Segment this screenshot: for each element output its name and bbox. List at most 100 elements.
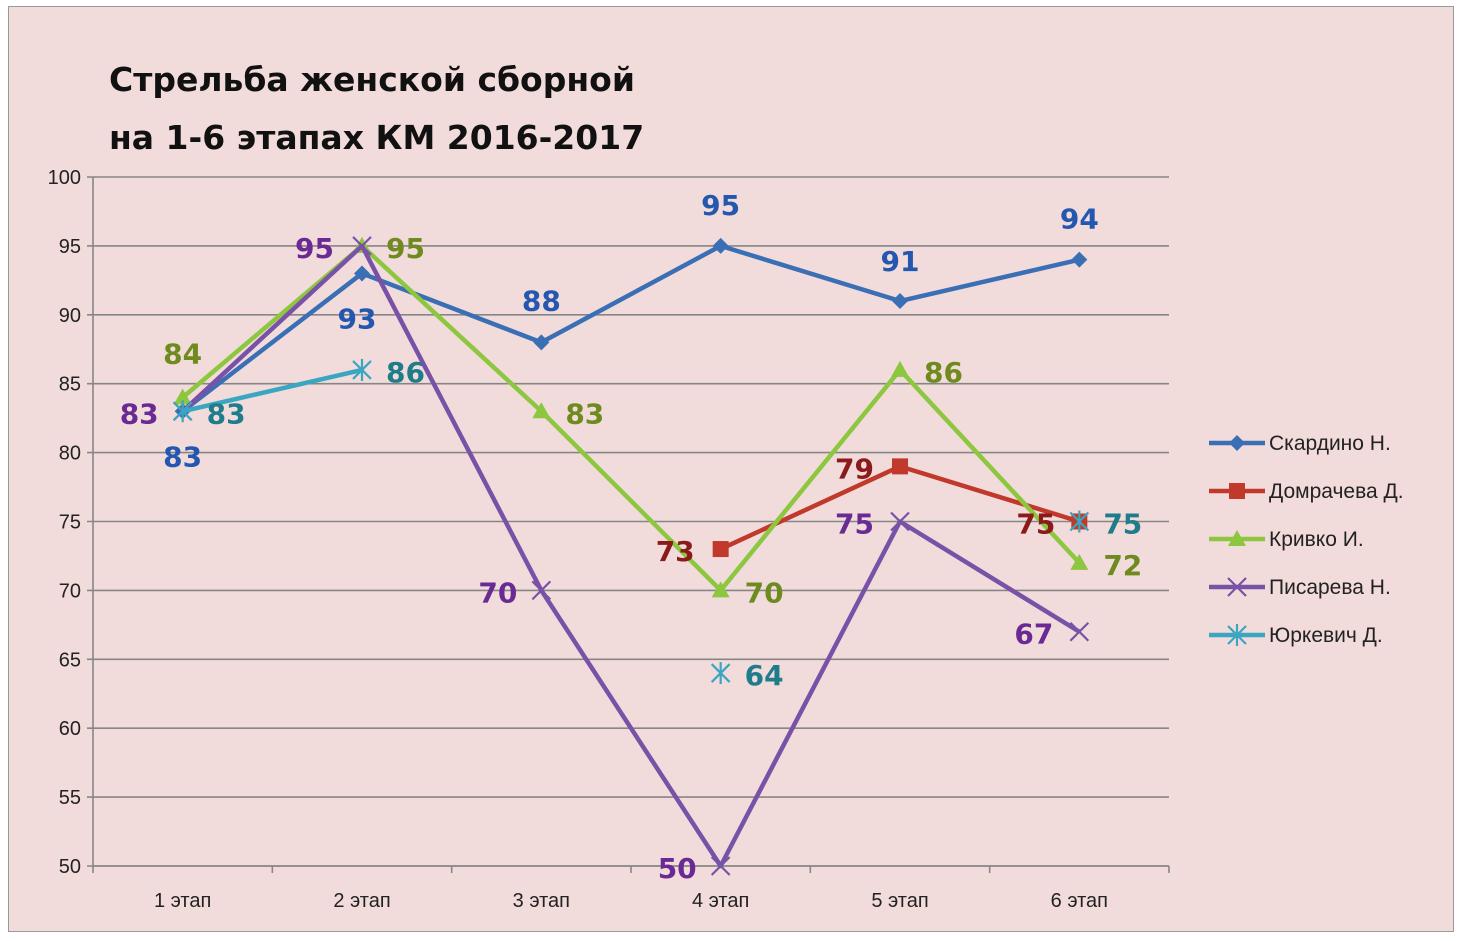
x-tick-label: 1 этап [154, 890, 211, 912]
legend-label: Кривко И. [1269, 528, 1364, 551]
data-label: 50 [658, 852, 697, 885]
series-5 [172, 358, 1090, 685]
data-point-stroke [531, 580, 552, 601]
data-point [352, 236, 372, 256]
data-label: 86 [924, 356, 963, 389]
data-point [710, 856, 731, 876]
y-tick-label: 50 [59, 856, 81, 878]
data-point-stroke [1227, 577, 1247, 597]
legend-item: Скардино Н. [1209, 432, 1391, 455]
y-tick-label: 75 [59, 512, 81, 534]
legend-label: Домрачева Д. [1269, 480, 1404, 503]
gridlines [87, 176, 1169, 867]
chart-area: Стрельба женской сборной на 1-6 этапах К… [8, 6, 1454, 932]
legend-label: Скардино Н. [1269, 432, 1391, 455]
data-point [890, 511, 910, 532]
data-point [172, 400, 193, 423]
data-point [892, 293, 908, 310]
data-label: 84 [163, 337, 202, 370]
x-tick-label: 6 этап [1051, 890, 1108, 912]
data-label: 75 [835, 508, 874, 541]
series-lines [172, 236, 1090, 876]
data-point [892, 458, 908, 475]
data-point [352, 358, 372, 381]
series-line [181, 243, 1081, 869]
data-point [1070, 553, 1089, 570]
data-point [173, 388, 192, 405]
data-point [533, 334, 550, 351]
data-label: 75 [1016, 508, 1055, 541]
series-line [181, 243, 1080, 414]
data-label: 95 [386, 232, 425, 265]
series-line [181, 243, 1081, 593]
legend-label: Юркевич Д. [1269, 624, 1383, 647]
y-tick-label: 90 [59, 305, 81, 327]
data-point [531, 580, 552, 601]
data-point [710, 662, 731, 685]
data-label: 70 [478, 576, 517, 609]
data-point [1229, 435, 1245, 451]
y-tick-label: 55 [59, 787, 81, 809]
y-tick-label: 80 [59, 443, 81, 465]
axes: 50 55 60 65 70 75 80 85 90 95 100 1 этап 2 этап 3 эта… [48, 167, 1170, 912]
legend-item: Юркевич Д. [1209, 624, 1383, 647]
y-tick-label: 70 [59, 580, 81, 602]
data-label: 91 [881, 245, 920, 278]
data-point [711, 581, 730, 598]
data-label: 70 [745, 576, 784, 609]
series-1 [174, 237, 1088, 420]
x-tick-label: 5 этап [871, 890, 928, 912]
legend-item: Писарева Н. [1209, 576, 1391, 599]
data-label: 83 [163, 440, 202, 473]
y-tick-label: 65 [59, 649, 81, 671]
data-label: 94 [1060, 203, 1099, 236]
data-point [1071, 251, 1088, 268]
y-tick-label: 60 [59, 718, 81, 740]
data-point [1069, 621, 1090, 642]
data-label: 64 [745, 659, 784, 692]
x-tick-label: 3 этап [513, 890, 570, 912]
data-point [891, 360, 909, 377]
series-4 [172, 236, 1090, 876]
data-label: 75 [1103, 508, 1142, 541]
x-tick-label: 2 этап [333, 890, 390, 912]
y-tick-label: 100 [48, 167, 81, 189]
data-label: 72 [1103, 549, 1142, 582]
data-point [1069, 510, 1090, 533]
data-point-stroke [710, 856, 731, 876]
data-point [1229, 483, 1245, 499]
x-tick-label: 4 этап [692, 890, 749, 912]
data-label: 95 [701, 189, 740, 222]
data-label: 86 [386, 356, 425, 389]
data-point [354, 265, 370, 282]
data-label: 83 [207, 397, 246, 430]
data-point-stroke [890, 511, 910, 532]
data-label: 73 [656, 535, 695, 568]
y-tick-label: 85 [59, 374, 81, 396]
legend-label: Писарева Н. [1269, 576, 1391, 599]
data-point-stroke [1069, 621, 1090, 642]
data-point [532, 402, 551, 419]
data-point [712, 237, 729, 254]
data-label: 83 [120, 397, 159, 430]
data-label: 88 [522, 284, 561, 317]
data-point [712, 541, 729, 558]
legend-item: Домрачева Д. [1209, 480, 1404, 503]
data-point [1228, 530, 1246, 546]
data-label: 83 [565, 397, 604, 430]
y-tick-label: 95 [59, 236, 81, 258]
data-point-stroke [352, 236, 372, 256]
chart-subtitle: на 1-6 этапах КМ 2016-2017 [109, 118, 644, 157]
data-label: 67 [1014, 618, 1053, 651]
legend: Скардино Н. Домрачева Д. Кривко И. Писарева… [1209, 432, 1404, 647]
data-labels: 83 93 88 95 91 94 73 79 75 84 95 83 70 86 72 83 95 70 50 75… [120, 189, 1143, 885]
line-chart: Стрельба женской сборной на 1-6 этапах К… [48, 60, 1404, 912]
legend-item: Кривко И. [1209, 528, 1364, 551]
data-point [1227, 577, 1247, 597]
series-line [182, 367, 363, 414]
data-point [1227, 624, 1247, 646]
data-label: 95 [295, 232, 334, 265]
chart-title: Стрельба женской сборной [109, 60, 635, 99]
data-label: 79 [835, 452, 874, 485]
data-label: 93 [338, 302, 377, 335]
